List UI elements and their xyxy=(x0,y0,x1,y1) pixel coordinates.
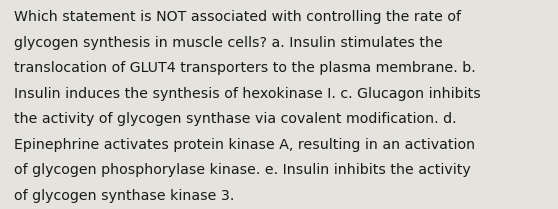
Text: translocation of GLUT4 transporters to the plasma membrane. b.: translocation of GLUT4 transporters to t… xyxy=(14,61,476,75)
Text: the activity of glycogen synthase via covalent modification. d.: the activity of glycogen synthase via co… xyxy=(14,112,456,126)
Text: of glycogen phosphorylase kinase. e. Insulin inhibits the activity: of glycogen phosphorylase kinase. e. Ins… xyxy=(14,163,471,177)
Text: Which statement is NOT associated with controlling the rate of: Which statement is NOT associated with c… xyxy=(14,10,461,24)
Text: of glycogen synthase kinase 3.: of glycogen synthase kinase 3. xyxy=(14,189,234,203)
Text: Insulin induces the synthesis of hexokinase I. c. Glucagon inhibits: Insulin induces the synthesis of hexokin… xyxy=(14,87,480,101)
Text: Epinephrine activates protein kinase A, resulting in an activation: Epinephrine activates protein kinase A, … xyxy=(14,138,475,152)
Text: glycogen synthesis in muscle cells? a. Insulin stimulates the: glycogen synthesis in muscle cells? a. I… xyxy=(14,36,442,50)
